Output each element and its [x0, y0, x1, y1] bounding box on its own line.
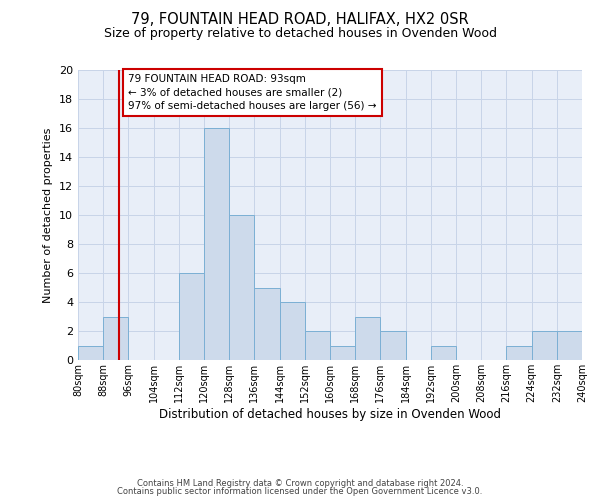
Bar	[103, 316, 128, 360]
Bar	[305, 331, 330, 360]
Text: Size of property relative to detached houses in Ovenden Wood: Size of property relative to detached ho…	[104, 28, 497, 40]
Y-axis label: Number of detached properties: Number of detached properties	[43, 128, 53, 302]
Bar	[229, 215, 254, 360]
X-axis label: Distribution of detached houses by size in Ovenden Wood: Distribution of detached houses by size …	[159, 408, 501, 420]
Bar	[179, 273, 204, 360]
Bar	[532, 331, 557, 360]
Bar	[330, 346, 355, 360]
Bar	[557, 331, 582, 360]
Text: 79, FOUNTAIN HEAD ROAD, HALIFAX, HX2 0SR: 79, FOUNTAIN HEAD ROAD, HALIFAX, HX2 0SR	[131, 12, 469, 28]
Text: 79 FOUNTAIN HEAD ROAD: 93sqm
← 3% of detached houses are smaller (2)
97% of semi: 79 FOUNTAIN HEAD ROAD: 93sqm ← 3% of det…	[128, 74, 377, 111]
Bar	[280, 302, 305, 360]
Bar	[204, 128, 229, 360]
Bar	[78, 346, 103, 360]
Text: Contains HM Land Registry data © Crown copyright and database right 2024.: Contains HM Land Registry data © Crown c…	[137, 478, 463, 488]
Bar	[380, 331, 406, 360]
Bar	[431, 346, 456, 360]
Bar	[355, 316, 380, 360]
Bar	[506, 346, 532, 360]
Bar	[254, 288, 280, 360]
Text: Contains public sector information licensed under the Open Government Licence v3: Contains public sector information licen…	[118, 487, 482, 496]
